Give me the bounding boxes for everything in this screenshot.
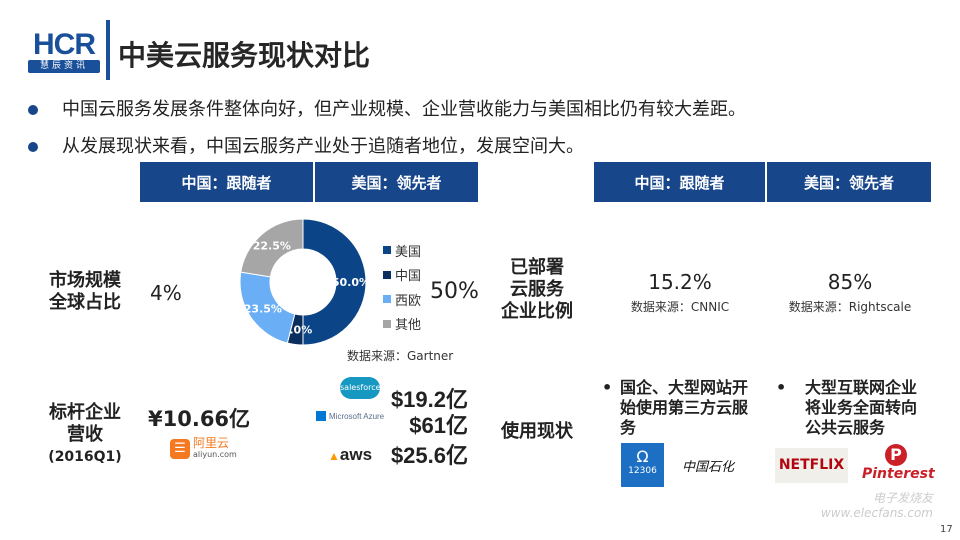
header-us-left: 美国：领先者 <box>315 162 478 202</box>
donut-label-3: 22.5% <box>253 240 291 253</box>
donut-slice-0 <box>302 218 367 346</box>
chart-legend: 美国 中国 西欧 其他 <box>383 238 421 336</box>
hcr-logo: HCR 慧辰资讯 <box>28 30 100 76</box>
netflix-logo: NETFLIX <box>775 448 848 483</box>
legend-label: 西欧 <box>395 293 422 309</box>
usage-china-bullet: • <box>602 378 613 397</box>
windows-icon <box>316 411 326 421</box>
aliyun-logo: ☰ 阿里云 aliyun.com <box>170 437 237 460</box>
usage-us-text: 大型互联网企业将业务全面转向公共云服务 <box>805 378 918 437</box>
legend-label: 美国 <box>395 244 422 260</box>
legend-item: 西欧 <box>383 287 421 312</box>
watermark: 电子发烧友 www.elecfans.com <box>820 491 933 520</box>
aws-revenue: $25.6亿 <box>390 443 468 468</box>
revenue-china-value: ¥10.66亿 <box>148 407 251 431</box>
12306-logo: Ω 12306 <box>621 443 664 487</box>
legend-swatch <box>383 246 391 255</box>
bullet-1: 中国云服务发展条件整体向好，但产业规模、企业营收能力与美国相比仍有较大差距。 <box>28 95 746 121</box>
legend-swatch <box>383 270 391 279</box>
header-us-right: 美国：领先者 <box>767 162 931 202</box>
donut-slice-3 <box>240 218 304 278</box>
donut-label-0: 50.0% <box>332 276 370 289</box>
page-title: 中美云服务现状对比 <box>118 39 371 72</box>
donut-chart: 50.0%4.0%23.5%22.5% <box>239 218 370 346</box>
salesforce-revenue: $19.2亿 <box>390 387 468 412</box>
deploy-china-source: 数据来源：CNNIC <box>630 300 730 314</box>
market-us-value: 50% <box>430 279 479 304</box>
bullet-2: 从发展现状来看，中国云服务产业处于追随者地位，发展空间大。 <box>28 132 584 158</box>
bullet-dot <box>28 142 38 152</box>
salesforce-logo: salesforce <box>340 377 381 399</box>
market-label: 市场规模 全球占比 <box>49 270 121 313</box>
header-china-left: 中国：跟随者 <box>140 162 313 202</box>
usage-china-text: 国企、大型网站开始使用第三方云服务 <box>620 378 749 437</box>
aws-logo: ▲aws <box>328 445 373 464</box>
header-china-right: 中国：跟随者 <box>594 162 765 202</box>
deploy-label: 已部署 云服务 企业比例 <box>501 257 573 322</box>
legend-item: 中国 <box>383 263 421 288</box>
legend-label: 中国 <box>395 269 422 285</box>
azure-revenue: $61亿 <box>409 413 468 438</box>
deploy-us-source: 数据来源：Rightscale <box>788 300 912 314</box>
usage-us-bullet: • <box>776 378 787 397</box>
legend-swatch <box>383 319 391 328</box>
market-china-value: 4% <box>150 281 182 305</box>
usage-label: 使用现状 <box>501 421 573 442</box>
bullet-dot <box>28 105 38 115</box>
sinopec-logo: 中国石化 <box>682 460 735 475</box>
title-divider <box>106 20 110 80</box>
deploy-china-value: 15.2% <box>648 270 712 294</box>
donut-label-2: 23.5% <box>244 302 282 315</box>
legend-item: 美国 <box>383 238 421 263</box>
pinterest-logo: P Pinterest <box>862 444 935 482</box>
market-source: 数据来源：Gartner <box>347 349 454 363</box>
legend-swatch <box>383 295 391 304</box>
page-number: 17 <box>940 524 953 535</box>
legend-item: 其他 <box>383 312 421 337</box>
revenue-label: 标杆企业 营收 (2016Q1) <box>48 402 122 465</box>
legend-label: 其他 <box>395 318 422 334</box>
aliyun-icon: ☰ <box>170 439 190 459</box>
deploy-us-value: 85% <box>827 270 873 294</box>
azure-logo: Microsoft Azure <box>316 411 384 421</box>
